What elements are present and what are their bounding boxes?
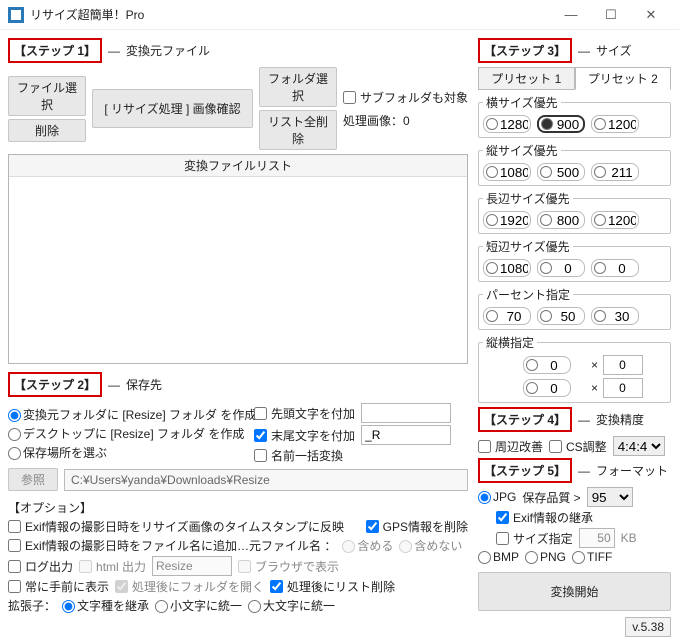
opt-log[interactable]: ログ出力	[8, 558, 73, 575]
ext-keep[interactable]: 文字種を継承	[62, 597, 149, 614]
g2-1[interactable]	[537, 163, 585, 181]
save-r2[interactable]: デスクトップに [Resize] フォルダ を作成	[8, 425, 244, 442]
g3-0[interactable]	[483, 211, 531, 229]
fmt-tiff[interactable]: TIFF	[572, 550, 612, 564]
g4-0[interactable]	[483, 259, 531, 277]
opt-log-path	[152, 556, 232, 576]
delete-button[interactable]: 削除	[8, 119, 86, 142]
g5-legend: パーセント指定	[483, 286, 573, 303]
g6b-0[interactable]	[523, 379, 571, 397]
browse-button: 参照	[8, 468, 58, 491]
g1-0[interactable]	[483, 115, 531, 133]
g3-legend: 長辺サイズ優先	[483, 190, 573, 207]
quality-select[interactable]: 95	[587, 487, 633, 507]
ext-lower[interactable]: 小文字に統一	[155, 597, 242, 614]
opt-exif-ts[interactable]: Exif情報の撮影日時をリサイズ画像のタイムスタンプに反映	[8, 518, 344, 535]
fmt-png[interactable]: PNG	[525, 550, 566, 564]
start-button[interactable]: 変換開始	[478, 572, 671, 611]
opt-openfolder: 処理後にフォルダを開く	[115, 578, 264, 595]
step1-sec: 変換元ファイル	[126, 42, 210, 59]
app-title: リサイズ超簡単！Pro	[30, 6, 144, 23]
g5-1[interactable]	[537, 307, 585, 325]
fmt-jpg[interactable]: JPG	[478, 490, 516, 504]
app-icon	[8, 7, 24, 23]
g4-1[interactable]	[537, 259, 585, 277]
size-spec[interactable]: サイズ指定	[496, 530, 573, 547]
exif-inherit[interactable]: Exif情報の継承	[496, 509, 593, 526]
suffix-input[interactable]	[361, 425, 451, 445]
step5-sec: フォーマット	[596, 462, 668, 479]
g1-1[interactable]	[537, 115, 585, 133]
opt-exclude: 含めない	[399, 537, 462, 554]
step2-label: 【ステップ 2】	[8, 372, 102, 397]
g1-2[interactable]	[591, 115, 639, 133]
options-head: 【オプション】	[8, 499, 468, 516]
prefix-input[interactable]	[361, 403, 451, 423]
opt-topmost[interactable]: 常に手前に表示	[8, 578, 109, 595]
opt-gps[interactable]: GPS情報を削除	[366, 518, 468, 535]
g6-legend: 縦横指定	[483, 334, 537, 351]
step1-label: 【ステップ 1】	[8, 38, 102, 63]
g5-2[interactable]	[591, 307, 639, 325]
edge-check[interactable]: 周辺改善	[478, 438, 543, 455]
step3-sec: サイズ	[596, 42, 632, 59]
g2-legend: 縦サイズ優先	[483, 142, 561, 159]
g3-1[interactable]	[537, 211, 585, 229]
suffix-check[interactable]: 末尾文字を付加	[254, 427, 355, 444]
fmt-bmp[interactable]: BMP	[478, 550, 519, 564]
opt-browser: ブラウザで表示	[238, 558, 339, 575]
size-input	[579, 528, 615, 548]
g6b-1[interactable]	[603, 378, 643, 398]
min-button[interactable]: —	[551, 7, 591, 22]
cs-select[interactable]: 4:4:4	[613, 436, 665, 456]
step5-label: 【ステップ 5】	[478, 458, 572, 483]
g2-2[interactable]	[591, 163, 639, 181]
rename-check[interactable]: 名前一括変換	[254, 447, 343, 464]
folder-select-button[interactable]: フォルダ選択	[259, 67, 337, 107]
count-label: 処理画像：0	[343, 112, 468, 129]
opt-include: 含める	[342, 537, 393, 554]
g1-legend: 横サイズ優先	[483, 94, 561, 111]
file-select-button[interactable]: ファイル選択	[8, 76, 86, 116]
tab-preset2[interactable]: プリセット 2	[575, 67, 672, 90]
cs-check[interactable]: CS調整	[549, 438, 607, 455]
g6a-0[interactable]	[523, 356, 571, 374]
close-button[interactable]: ✕	[631, 7, 671, 23]
step4-label: 【ステップ 4】	[478, 407, 572, 432]
ext-upper[interactable]: 大文字に統一	[248, 597, 335, 614]
subfolder-check[interactable]: サブフォルダも対象	[343, 89, 468, 106]
file-list[interactable]: 変換ファイルリスト	[8, 154, 468, 364]
opt-exif-name[interactable]: Exif情報の撮影日時をファイル名に追加…元ファイル名 ：	[8, 537, 336, 554]
g2-0[interactable]	[483, 163, 531, 181]
g5-0[interactable]	[483, 307, 531, 325]
max-button[interactable]: ☐	[591, 7, 631, 23]
ext-label: 拡張子：	[8, 597, 56, 614]
list-delete-button[interactable]: リスト全削除	[259, 110, 337, 150]
version-label: v.5.38	[625, 617, 671, 637]
step3-label: 【ステップ 3】	[478, 38, 572, 63]
g4-2[interactable]	[591, 259, 639, 277]
g3-2[interactable]	[591, 211, 639, 229]
step2-sec: 保存先	[126, 376, 162, 393]
g4-legend: 短辺サイズ優先	[483, 238, 573, 255]
process-check-button[interactable]: [ リサイズ処理 ] 画像確認	[92, 89, 253, 128]
opt-html: html 出力	[79, 558, 146, 575]
save-r1[interactable]: 変換元フォルダに [Resize] フォルダ を作成	[8, 406, 256, 423]
size-unit: KB	[621, 531, 637, 545]
step4-sec: 変換精度	[596, 411, 644, 428]
g6a-1[interactable]	[603, 355, 643, 375]
file-list-header: 変換ファイルリスト	[9, 155, 467, 177]
path-display: C:¥Users¥yanda¥Downloads¥Resize	[64, 469, 468, 491]
tab-preset1[interactable]: プリセット 1	[478, 67, 575, 90]
save-r3[interactable]: 保存場所を選ぶ	[8, 444, 107, 461]
prefix-check[interactable]: 先頭文字を付加	[254, 405, 355, 422]
opt-listdel[interactable]: 処理後にリスト削除	[270, 578, 395, 595]
quality-label: 保存品質 >	[522, 489, 580, 506]
